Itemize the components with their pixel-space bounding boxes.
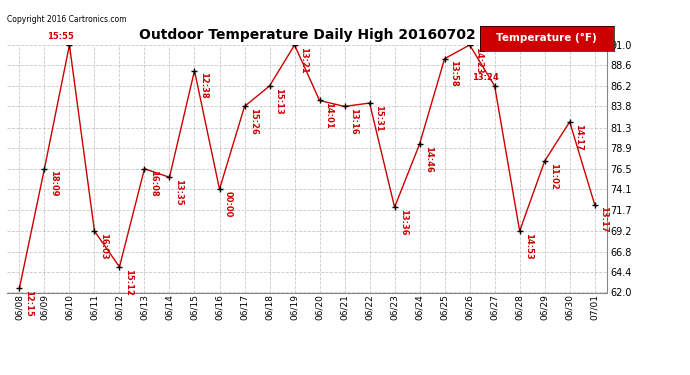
Text: 16:08: 16:08 xyxy=(149,171,158,197)
Text: 14:23: 14:23 xyxy=(474,47,483,74)
Text: 11:02: 11:02 xyxy=(549,163,558,189)
Text: 00:00: 00:00 xyxy=(224,191,233,217)
Text: 13:36: 13:36 xyxy=(399,209,408,236)
Text: 14:53: 14:53 xyxy=(524,233,533,260)
Text: 13:58: 13:58 xyxy=(449,60,458,87)
Text: 12:38: 12:38 xyxy=(199,72,208,99)
Text: 13:24: 13:24 xyxy=(473,73,500,82)
Text: 15:26: 15:26 xyxy=(249,108,258,135)
Text: 12:15: 12:15 xyxy=(24,290,33,317)
Text: Copyright 2016 Cartronics.com: Copyright 2016 Cartronics.com xyxy=(7,15,126,24)
Text: 16:03: 16:03 xyxy=(99,233,108,260)
Text: 18:09: 18:09 xyxy=(49,171,58,197)
Text: 15:55: 15:55 xyxy=(47,32,74,41)
Text: 13:35: 13:35 xyxy=(174,179,183,206)
Title: Outdoor Temperature Daily High 20160702: Outdoor Temperature Daily High 20160702 xyxy=(139,28,475,42)
Text: 15:31: 15:31 xyxy=(374,105,383,132)
Text: 13:17: 13:17 xyxy=(599,206,608,233)
Text: 13:16: 13:16 xyxy=(349,108,358,135)
Text: 15:13: 15:13 xyxy=(274,88,283,114)
Text: 13:21: 13:21 xyxy=(299,47,308,74)
Text: 14:01: 14:01 xyxy=(324,102,333,129)
Text: 15:12: 15:12 xyxy=(124,268,133,296)
Text: 14:46: 14:46 xyxy=(424,146,433,172)
Text: 14:17: 14:17 xyxy=(574,123,583,150)
Text: Temperature (°F): Temperature (°F) xyxy=(496,33,598,44)
